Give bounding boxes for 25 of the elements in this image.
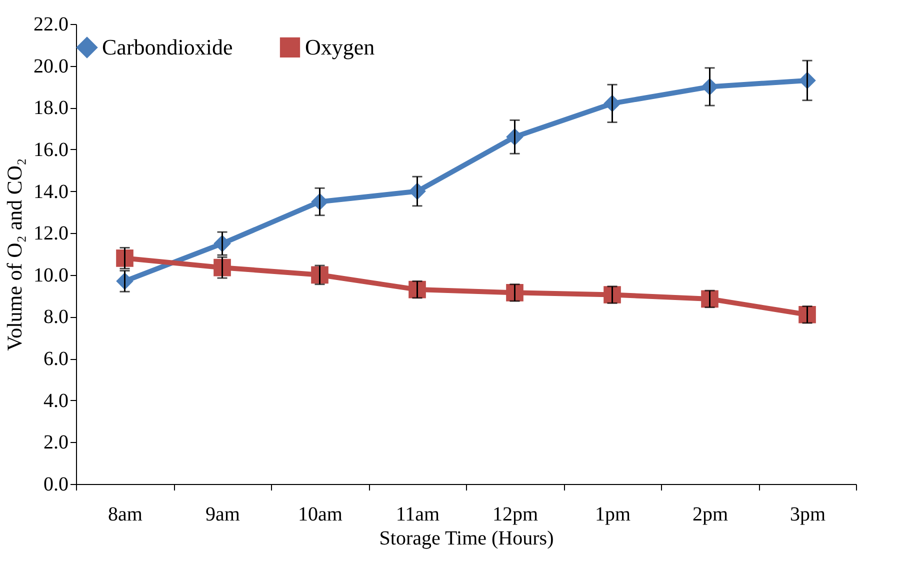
x-tick-label: 11am	[396, 504, 440, 526]
y-tick-label: 14.0	[34, 180, 68, 203]
y-tick-label: 22.0	[34, 14, 68, 36]
y-tick-label: 8.0	[44, 306, 68, 328]
y-tick-label: 6.0	[44, 348, 68, 370]
y-tick-label: 12.0	[34, 222, 68, 245]
x-tick-label: 12pm	[492, 504, 538, 526]
x-tick-label: 10am	[298, 504, 343, 526]
y-axis-title: Volume of O₂ and CO₂	[2, 158, 26, 351]
y-tick-label: 16.0	[34, 138, 68, 161]
y-tick-label: 10.0	[34, 264, 68, 286]
legend-label: Carbondioxide	[102, 34, 233, 60]
x-tick-label: 2pm	[692, 504, 728, 526]
y-tick-label: 20.0	[34, 55, 68, 78]
y-tick-label: 18.0	[34, 97, 68, 120]
x-tick-label: 9am	[206, 504, 240, 526]
point	[311, 266, 328, 284]
x-axis-title: Storage Time (Hours)	[379, 528, 554, 550]
y-tick-label: 0.0	[44, 474, 68, 496]
y-tick-label: 4.0	[44, 390, 68, 412]
x-tick-label: 8am	[108, 504, 143, 526]
x-tick-label: 1pm	[594, 504, 631, 526]
legend-label: Oxygen	[305, 34, 375, 60]
y-tick-label: 2.0	[44, 432, 68, 454]
x-tick-label: 3pm	[790, 504, 826, 526]
